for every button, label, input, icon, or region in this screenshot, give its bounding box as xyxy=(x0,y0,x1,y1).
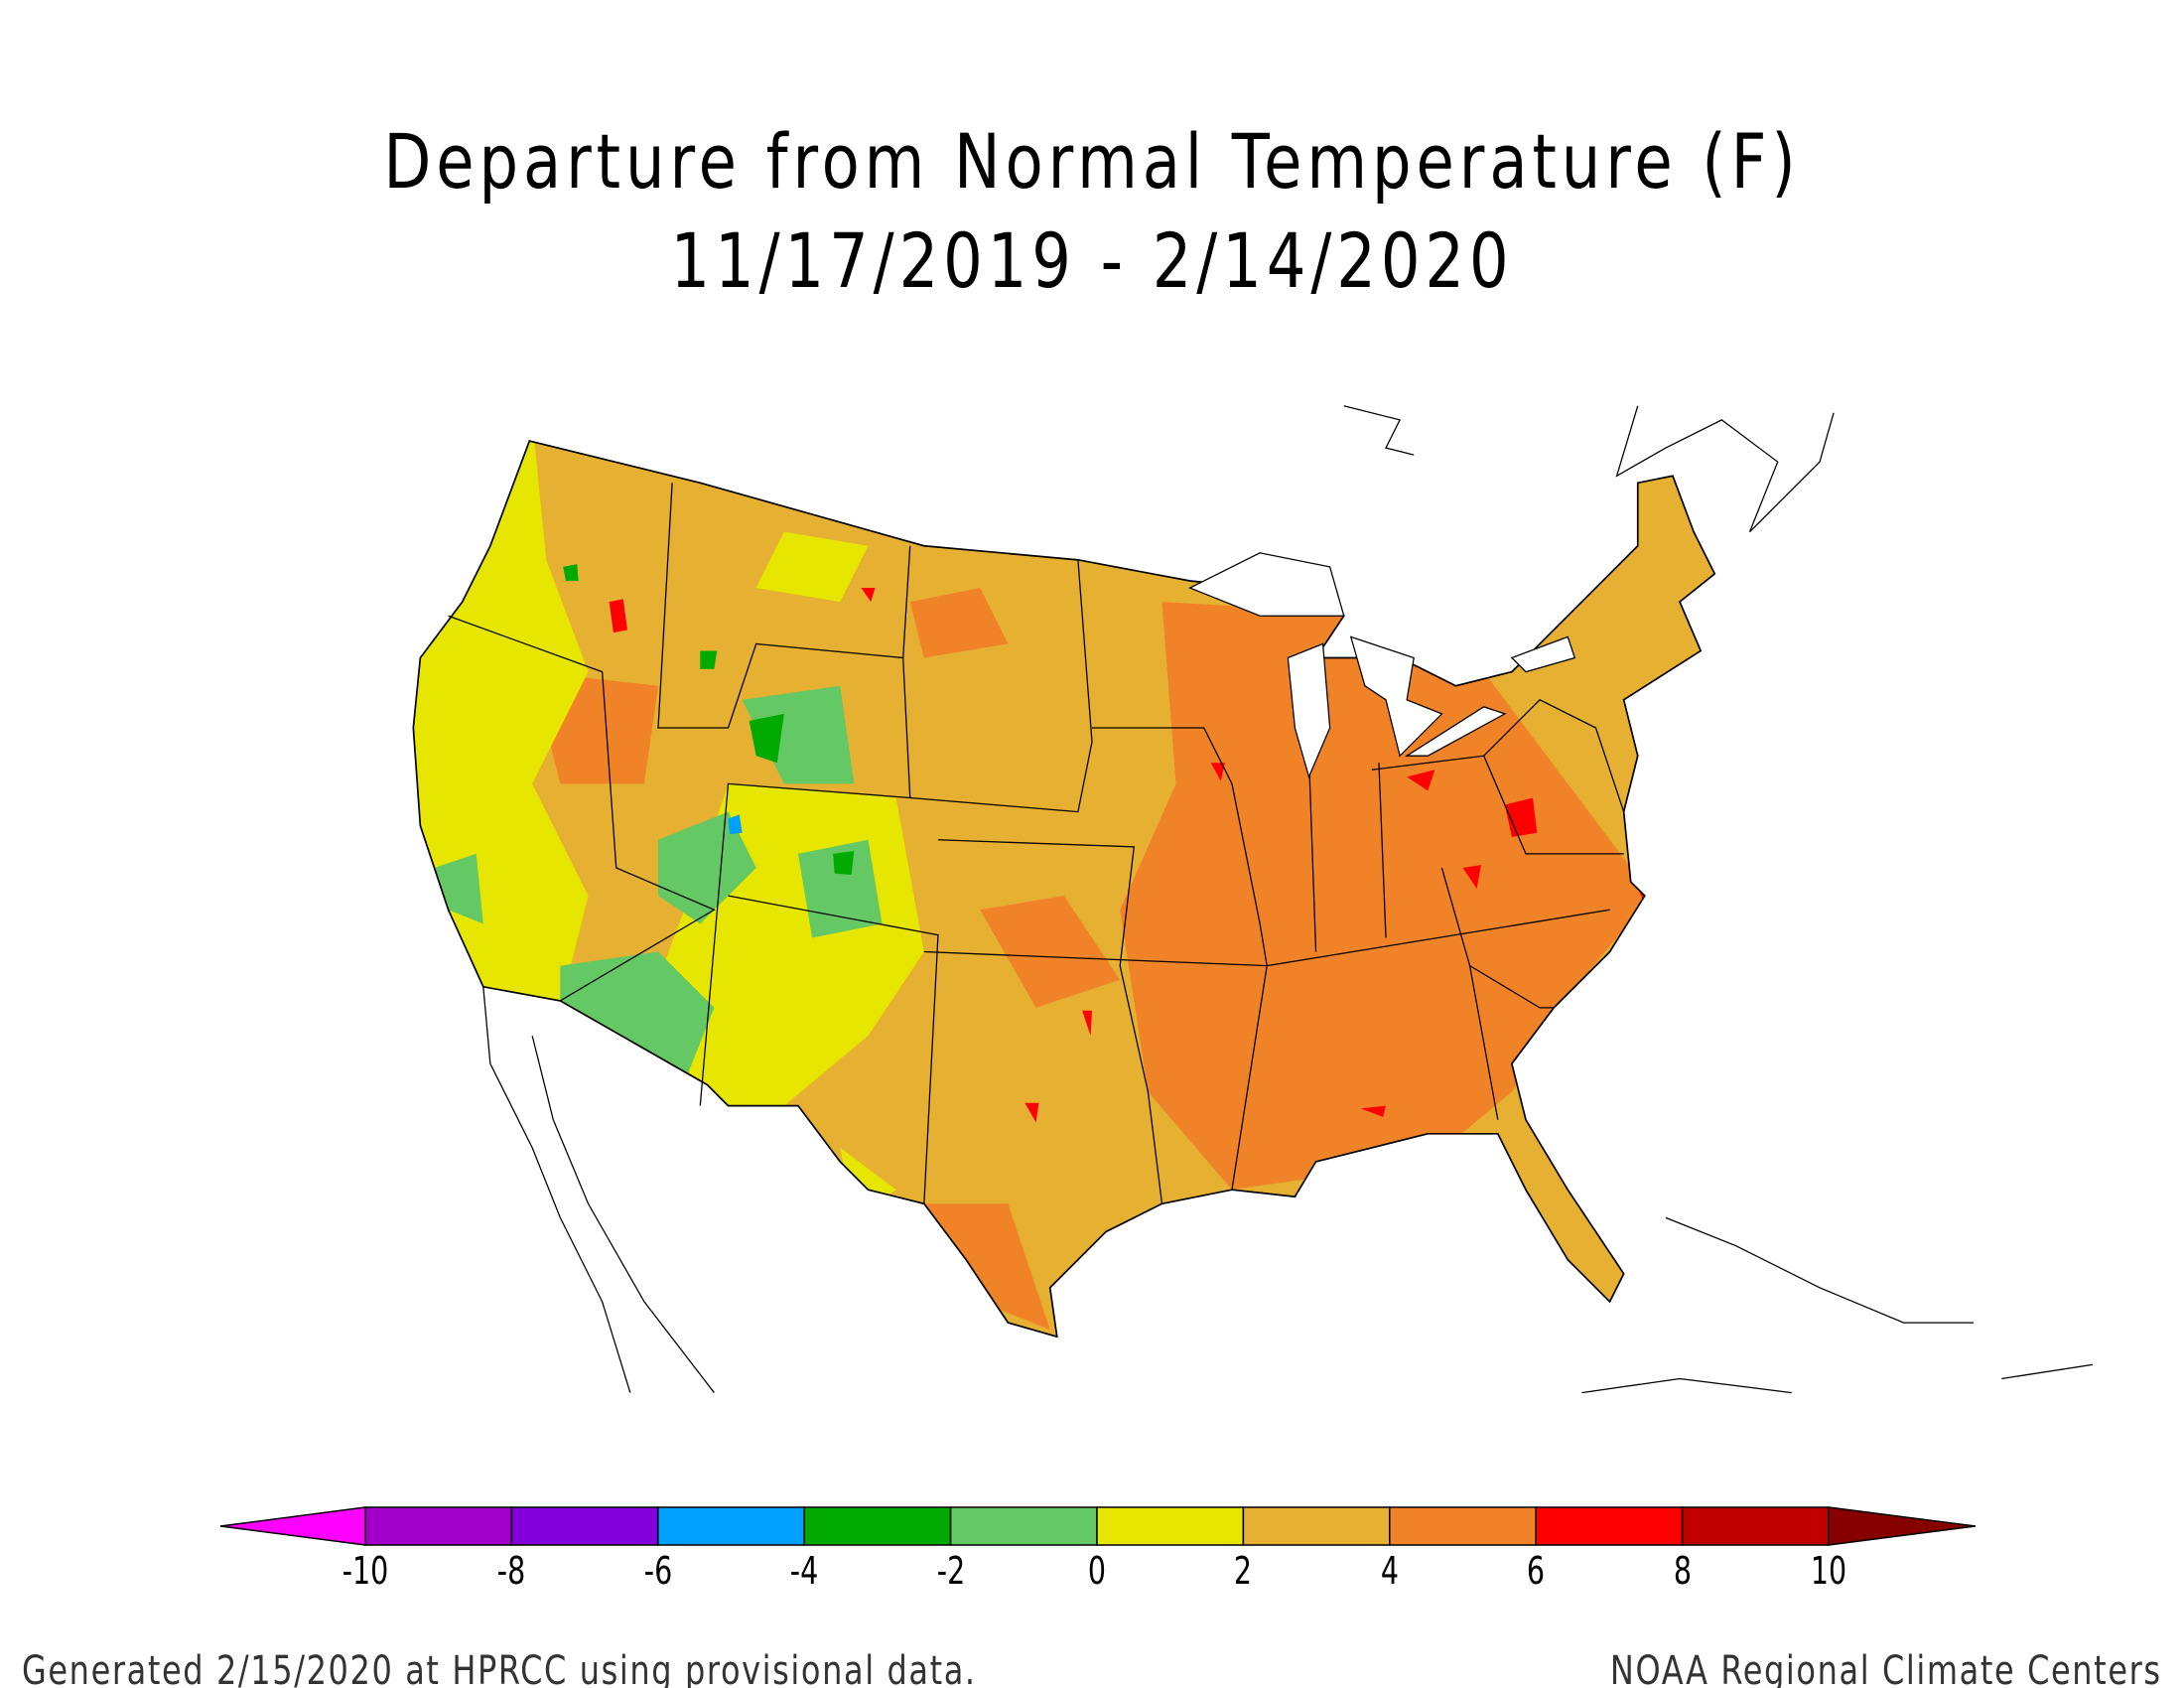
legend-tick-label: 0 xyxy=(1087,1549,1107,1593)
generated-note: Generated 2/15/2020 at HPRCC using provi… xyxy=(22,1648,977,1688)
coastlines-outside-us xyxy=(482,405,2093,1394)
legend-swatch xyxy=(949,1506,1098,1546)
legend-swatch xyxy=(1535,1506,1684,1546)
map-subtitle: 11/17/2019 - 2/14/2020 xyxy=(670,216,1514,305)
legend-swatch xyxy=(1681,1506,1830,1546)
legend-tick-label: -4 xyxy=(789,1549,819,1593)
region-0-to-2-southwest xyxy=(658,531,924,1218)
region-minus2-to-0 xyxy=(434,685,883,1078)
legend-above-max-arrow xyxy=(1828,1506,1977,1546)
legend-swatch xyxy=(364,1506,513,1546)
legend-swatch xyxy=(1096,1506,1245,1546)
legend-below-min-arrow xyxy=(219,1506,366,1546)
legend-swatch xyxy=(1389,1506,1537,1546)
legend-tick-label: 10 xyxy=(1810,1549,1847,1593)
region-minus6-to-minus4 xyxy=(728,814,743,835)
legend-tick-label: -8 xyxy=(497,1549,526,1593)
great-lakes xyxy=(1188,552,1576,779)
legend-swatch xyxy=(1242,1506,1391,1546)
legend-swatch xyxy=(657,1506,805,1546)
legend-swatch xyxy=(510,1506,659,1546)
legend-tick-label: -2 xyxy=(936,1549,965,1593)
legend-tick-label: -10 xyxy=(341,1549,389,1593)
state-borders xyxy=(448,483,1625,1204)
legend-tick-label: 8 xyxy=(1673,1549,1692,1593)
legend-swatch xyxy=(803,1506,952,1546)
source-credit: NOAA Regional Climate Centers xyxy=(1610,1648,2162,1688)
legend-tick-label: 2 xyxy=(1234,1549,1253,1593)
region-4-to-6-east xyxy=(1120,602,1652,1191)
legend-tick-label: 6 xyxy=(1527,1549,1546,1593)
legend-tick-label: -6 xyxy=(643,1549,673,1593)
map-title: Departure from Normal Temperature (F) xyxy=(383,117,1801,206)
legend-tick-label: 4 xyxy=(1380,1549,1399,1593)
